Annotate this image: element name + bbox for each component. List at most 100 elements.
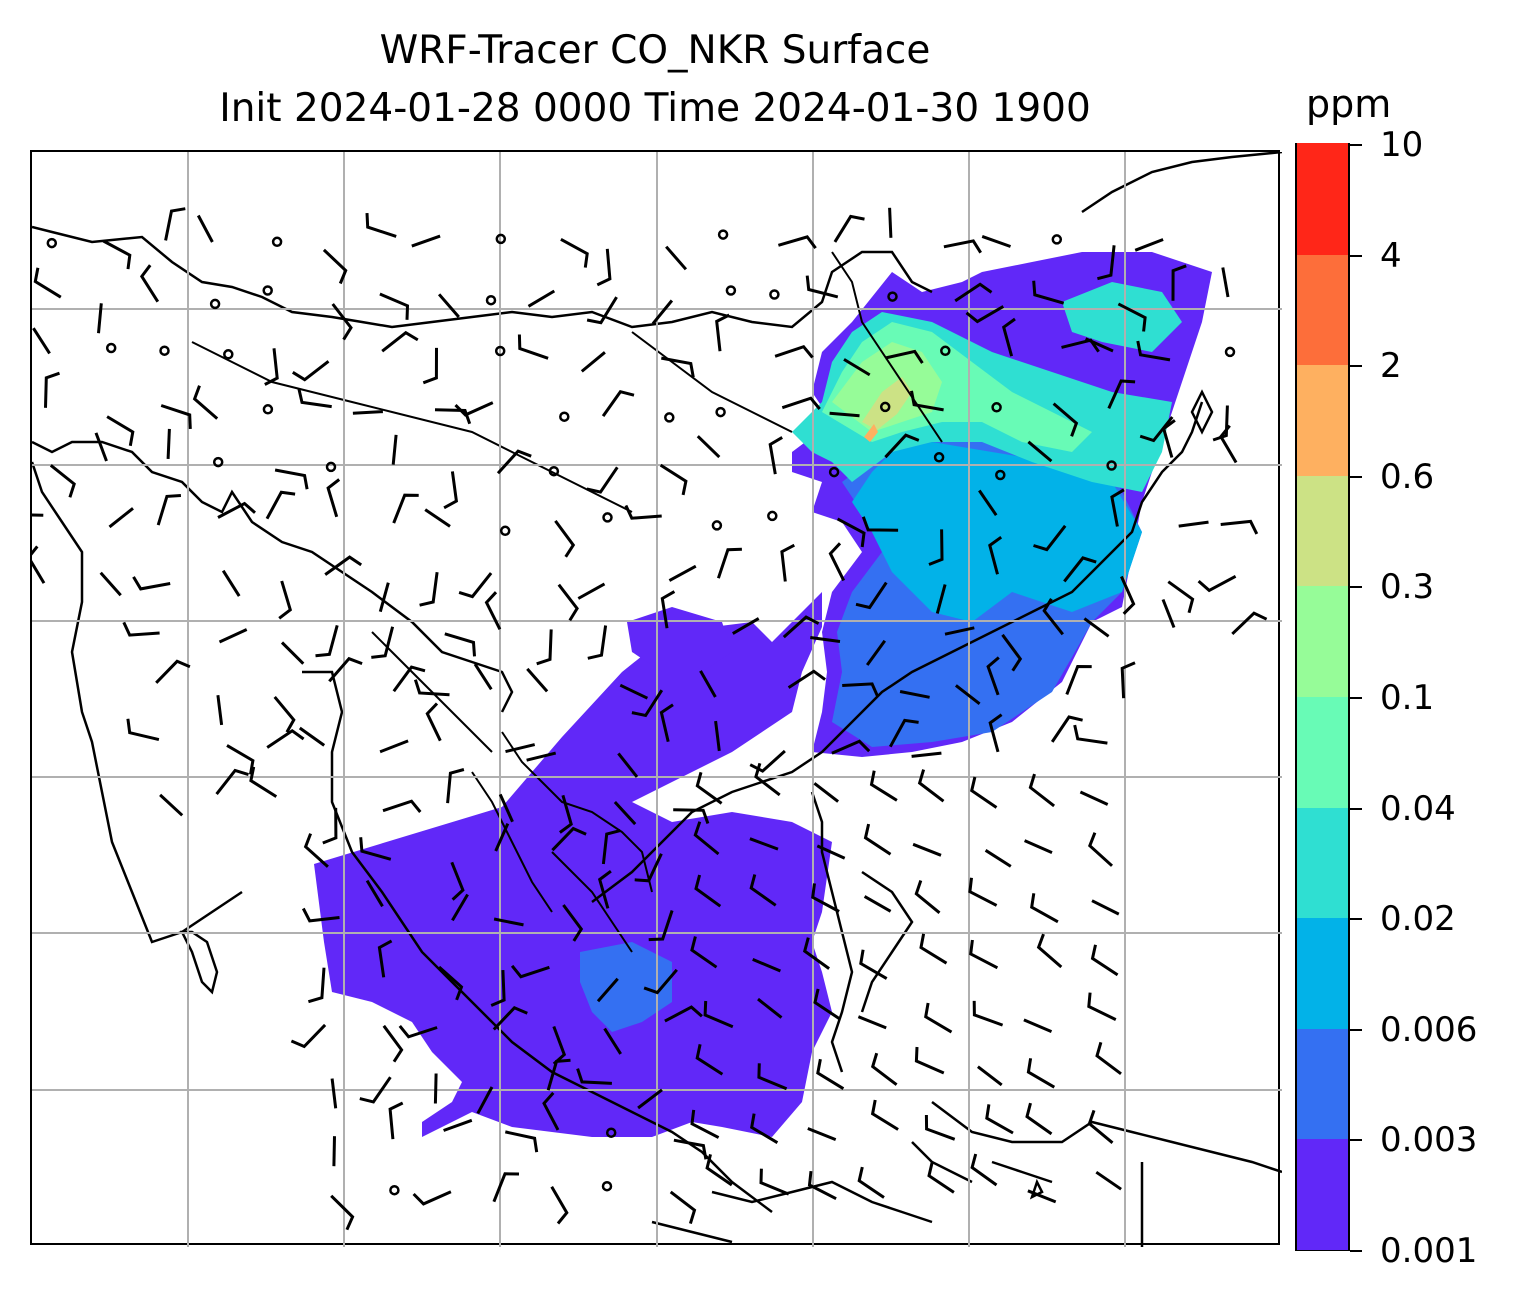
calm-wind-marker (499, 525, 511, 537)
wind-barb (1161, 419, 1176, 458)
map-gridlines (32, 152, 1282, 1247)
colorbar-tick-label: 10 (1380, 125, 1424, 165)
calm-wind-marker (212, 456, 224, 468)
wind-barb (274, 468, 309, 490)
wind-barb (774, 344, 814, 359)
colorbar-tick (1350, 144, 1362, 146)
wind-barb (927, 1161, 955, 1194)
calm-wind-marker (389, 1184, 400, 1196)
wind-barb (981, 234, 1012, 248)
wind-barb (550, 1185, 569, 1225)
wind-barb (546, 1058, 571, 1091)
wind-barb (777, 235, 817, 249)
wind-barb (935, 584, 947, 614)
wind-barb (1095, 1041, 1122, 1075)
wind-barb (526, 667, 549, 693)
wind-barb (648, 910, 674, 942)
wind-barb (99, 571, 122, 597)
calm-wind-marker (995, 469, 1006, 481)
wind-barb (577, 582, 606, 600)
calm-wind-marker (991, 402, 1002, 413)
wind-barb (434, 408, 472, 425)
wind-barb (1088, 832, 1114, 867)
wind-barb (1027, 1189, 1057, 1204)
wind-barb (437, 293, 460, 318)
wind-barb (301, 907, 340, 923)
wind-barb (164, 207, 186, 241)
calm-wind-marker (725, 285, 737, 296)
wind-barb (693, 821, 720, 856)
wind-barb (580, 351, 606, 373)
wind-barb (1087, 1109, 1114, 1144)
wind-barb (377, 939, 393, 978)
wind-barb (984, 849, 1012, 868)
wind-barb (315, 625, 339, 658)
wind-barb (669, 1190, 697, 1225)
wind-barb (492, 1006, 528, 1031)
wind-barb (388, 1101, 404, 1140)
wind-barb (917, 769, 945, 803)
wind-barb (911, 751, 942, 758)
wind-barb (749, 749, 786, 773)
colorbar-tick (1350, 586, 1362, 589)
wind-barb (586, 466, 619, 494)
wind-barb (526, 751, 557, 762)
wind-barb (160, 404, 192, 429)
wind-barb (759, 1168, 790, 1196)
wind-barb (1090, 944, 1119, 977)
colorbar-tick-label: 4 (1380, 235, 1402, 276)
wind-barb (1042, 598, 1064, 636)
wind-barb (1026, 1058, 1056, 1089)
wind-barb (159, 793, 184, 817)
calm-wind-marker (209, 298, 221, 310)
calm-wind-marker (159, 345, 170, 356)
wind-barb (1178, 520, 1209, 528)
wind-barb (619, 683, 649, 700)
wind-barb (359, 837, 392, 861)
wind-barb (379, 739, 409, 754)
wind-barb (1107, 379, 1136, 410)
wind-barb (391, 434, 398, 465)
wind-barb (562, 904, 584, 942)
wind-barb (1030, 893, 1059, 924)
wind-barb (1023, 1018, 1053, 1033)
country-borders (191, 251, 943, 953)
wind-barb (527, 289, 556, 308)
wind-barb (1050, 715, 1083, 743)
wind-barb (813, 782, 840, 803)
colorbar-tick-label: 0.1 (1380, 678, 1435, 718)
wind-barb (32, 545, 46, 584)
wind-barb (1197, 574, 1237, 593)
wind-barb (476, 1086, 494, 1115)
wind-barb (888, 718, 919, 748)
map-panel (30, 150, 1282, 1247)
wind-barb (870, 1099, 899, 1131)
wind-barb (970, 1153, 998, 1187)
wind-barb (861, 516, 899, 532)
calm-wind-marker (940, 345, 951, 357)
wind-barb (750, 1113, 779, 1144)
wind-barb (1120, 575, 1136, 615)
map-canvas (32, 152, 1282, 1247)
wind-barb (450, 861, 465, 901)
wind-barb (1065, 664, 1092, 695)
wind-barb (218, 628, 248, 644)
colorbar-tick (1350, 1250, 1362, 1252)
wind-barb (490, 970, 506, 1007)
wind-barb (554, 520, 576, 558)
wind-barb (811, 883, 840, 913)
wind-barb (330, 1078, 338, 1109)
wind-barb (863, 823, 892, 856)
colorbar-tick (1350, 475, 1362, 478)
wind-barb (451, 893, 469, 922)
wind-barb (651, 299, 674, 325)
colorbar-tick (1350, 1028, 1362, 1031)
calm-circles (46, 229, 1236, 1196)
wind-barb (664, 1005, 703, 1023)
wind-barb (986, 656, 1000, 696)
wind-barb (969, 939, 999, 970)
calm-wind-marker (767, 510, 778, 522)
wind-barb (668, 564, 697, 582)
wind-barb (757, 1063, 788, 1091)
wind-barb (559, 794, 573, 834)
